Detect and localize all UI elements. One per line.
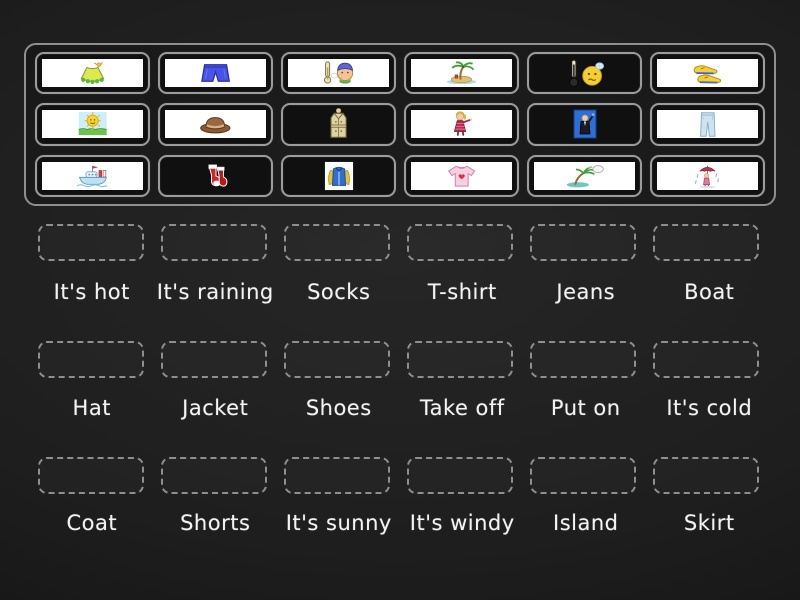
tile-image-area <box>411 110 512 139</box>
label-row-2: Hat Jacket Shoes Take off Put on It's co… <box>30 395 771 421</box>
tile-shorts[interactable] <box>158 52 273 95</box>
word-shorts: Shorts <box>180 511 251 535</box>
red-socks-icon <box>207 164 227 187</box>
slot-skirt[interactable] <box>653 457 759 494</box>
tile-image-area <box>657 161 758 190</box>
slot-coat[interactable] <box>38 457 144 494</box>
word-coat: Coat <box>66 511 118 535</box>
sunny-sun-icon <box>78 112 107 136</box>
tile-image-area <box>165 59 266 88</box>
tile-coat[interactable] <box>281 103 396 146</box>
tile-image-area <box>657 110 758 139</box>
windy-palm-icon <box>566 164 604 188</box>
slot-row-1 <box>38 224 759 261</box>
tile-image-area <box>42 59 143 88</box>
word-boat: Boat <box>684 280 735 304</box>
island-palm-icon <box>446 61 477 85</box>
slot-put-on[interactable] <box>530 341 636 378</box>
tile-skirt[interactable] <box>35 52 150 95</box>
slot-boat[interactable] <box>653 224 759 261</box>
tile-its-windy[interactable] <box>527 154 642 197</box>
jacket-icon <box>324 161 353 190</box>
coat-icon <box>330 108 347 139</box>
jeans-icon <box>699 112 716 137</box>
slot-hat[interactable] <box>38 341 144 378</box>
tile-image-area <box>411 59 512 88</box>
tile-its-hot[interactable] <box>527 52 642 95</box>
tile-jacket[interactable] <box>281 154 396 197</box>
slot-t-shirt[interactable] <box>407 224 513 261</box>
word-island: Island <box>553 511 619 535</box>
word-t-shirt: T-shirt <box>427 280 497 304</box>
tile-image-area <box>534 161 635 190</box>
tile-image-area <box>165 110 266 139</box>
tile-island[interactable] <box>404 52 519 95</box>
tile-image-area <box>42 161 143 190</box>
slot-its-windy[interactable] <box>407 457 513 494</box>
slot-its-hot[interactable] <box>38 224 144 261</box>
word-socks: Socks <box>307 280 371 304</box>
slot-shoes[interactable] <box>284 341 390 378</box>
word-shoes: Shoes <box>305 396 372 420</box>
slot-its-sunny[interactable] <box>284 457 390 494</box>
slot-shorts[interactable] <box>161 457 267 494</box>
word-skirt: Skirt <box>683 511 735 535</box>
label-row-1: It's hot It's raining Socks T-shirt Jean… <box>30 279 771 305</box>
tile-image-area <box>411 161 512 190</box>
slot-jacket[interactable] <box>161 341 267 378</box>
tile-put-on[interactable] <box>527 103 642 146</box>
tile-shoes[interactable] <box>650 52 765 95</box>
tile-its-cold[interactable] <box>281 52 396 95</box>
slot-island[interactable] <box>530 457 636 494</box>
cold-person-thermometer-icon <box>323 61 354 84</box>
slot-take-off[interactable] <box>407 341 513 378</box>
boat-icon <box>76 165 108 187</box>
word-its-raining: It's raining <box>156 280 274 304</box>
tile-take-off[interactable] <box>404 103 519 146</box>
cowboy-hat-icon <box>200 117 231 134</box>
hot-thermometer-face-icon <box>568 59 604 88</box>
word-put-on: Put on <box>550 396 621 420</box>
word-jeans: Jeans <box>556 280 616 304</box>
slot-its-raining[interactable] <box>161 224 267 261</box>
slot-row-3 <box>38 457 759 494</box>
tile-socks[interactable] <box>158 154 273 197</box>
tile-its-raining[interactable] <box>650 154 765 197</box>
shoes-icon <box>693 65 722 84</box>
shorts-icon <box>201 64 230 82</box>
tile-image-area <box>288 59 389 88</box>
slot-its-cold[interactable] <box>653 341 759 378</box>
word-its-hot: It's hot <box>53 280 130 304</box>
word-hat: Hat <box>72 396 111 420</box>
tile-hat[interactable] <box>158 103 273 146</box>
slot-socks[interactable] <box>284 224 390 261</box>
girl-pointing-icon <box>453 112 472 137</box>
raining-umbrella-icon <box>695 165 720 188</box>
tiles-grid <box>35 52 765 197</box>
image-tiles-panel <box>24 43 776 206</box>
skirt-icon <box>80 62 105 85</box>
tile-its-sunny[interactable] <box>35 103 150 146</box>
word-jacket: Jacket <box>182 396 249 420</box>
word-its-windy: It's windy <box>409 511 515 535</box>
t-shirt-icon <box>447 165 476 187</box>
slot-jeans[interactable] <box>530 224 636 261</box>
slot-row-2 <box>38 341 759 378</box>
tile-jeans[interactable] <box>650 103 765 146</box>
tile-image-area <box>657 59 758 88</box>
tile-image-area <box>42 110 143 139</box>
man-in-suit-icon <box>573 109 596 139</box>
tile-t-shirt[interactable] <box>404 154 519 197</box>
word-take-off: Take off <box>419 396 505 420</box>
word-its-cold: It's cold <box>666 396 753 420</box>
word-its-sunny: It's sunny <box>285 511 392 535</box>
tile-boat[interactable] <box>35 154 150 197</box>
label-row-3: Coat Shorts It's sunny It's windy Island… <box>30 510 771 536</box>
